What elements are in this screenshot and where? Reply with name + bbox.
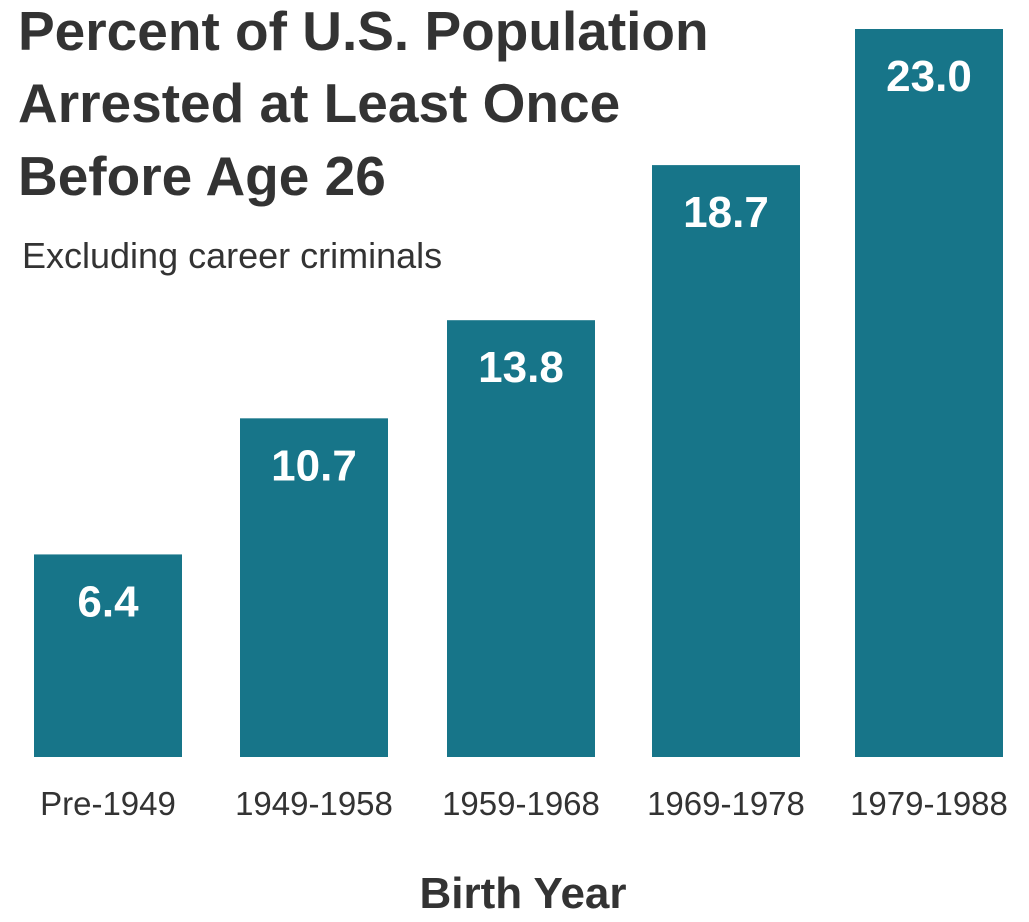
- bar-value-label: 6.4: [77, 577, 139, 626]
- bar-1979-1988: [855, 29, 1003, 757]
- chart-title-line-3: Before Age 26: [18, 145, 386, 207]
- bar-1959-1968: [447, 320, 595, 757]
- bar-value-label: 18.7: [683, 188, 769, 237]
- bars: [34, 29, 1003, 757]
- chart-subtitle: Excluding career criminals: [22, 235, 442, 276]
- bar-1969-1978: [652, 165, 800, 757]
- chart-title: Percent of U.S. Population Arrested at L…: [18, 0, 709, 207]
- bar-1949-1958: [240, 418, 388, 757]
- bar-value-label: 13.8: [478, 343, 564, 392]
- x-tick-label: Pre-1949: [40, 785, 176, 822]
- bar-value-label: 10.7: [271, 441, 357, 490]
- x-axis-tick-labels: Pre-1949 1949-1958 1959-1968 1969-1978 1979-…: [40, 785, 1008, 822]
- x-tick-label: 1959-1968: [442, 785, 600, 822]
- x-axis-title: Birth Year: [419, 869, 626, 918]
- chart-title-line-2: Arrested at Least Once: [18, 72, 620, 134]
- bar-pre-1949: [34, 554, 182, 757]
- x-tick-label: 1979-1988: [850, 785, 1008, 822]
- x-tick-label: 1969-1978: [647, 785, 805, 822]
- bar-value-label: 23.0: [886, 52, 972, 101]
- chart-title-line-1: Percent of U.S. Population: [18, 0, 709, 62]
- x-tick-label: 1949-1958: [235, 785, 393, 822]
- bar-value-labels: 6.4 10.7 13.8 18.7 23.0: [77, 52, 971, 626]
